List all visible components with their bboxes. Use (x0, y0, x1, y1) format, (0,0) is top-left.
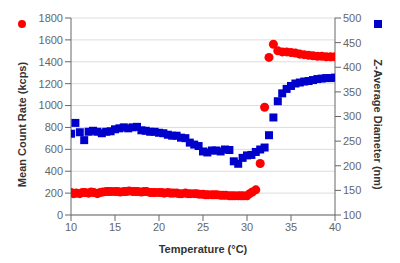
svg-text:35: 35 (285, 221, 297, 233)
svg-text:10: 10 (65, 221, 77, 233)
svg-text:1600: 1600 (39, 34, 63, 46)
svg-text:450: 450 (343, 37, 361, 49)
svg-text:500: 500 (343, 12, 361, 24)
svg-text:1200: 1200 (39, 78, 63, 90)
svg-text:Temperature (°C): Temperature (°C) (159, 243, 248, 255)
svg-text:800: 800 (45, 121, 63, 133)
svg-text:200: 200 (45, 187, 63, 199)
svg-text:0: 0 (57, 209, 63, 221)
svg-text:Z-Average Diameter (nm): Z-Average Diameter (nm) (372, 59, 384, 190)
svg-text:15: 15 (109, 221, 121, 233)
svg-text:400: 400 (343, 61, 361, 73)
svg-text:400: 400 (45, 165, 63, 177)
svg-text:25: 25 (197, 221, 209, 233)
svg-text:300: 300 (343, 110, 361, 122)
svg-text:150: 150 (343, 184, 361, 196)
svg-text:1800: 1800 (39, 12, 63, 24)
svg-text:30: 30 (241, 221, 253, 233)
svg-text:1400: 1400 (39, 56, 63, 68)
svg-text:200: 200 (343, 160, 361, 172)
svg-text:1000: 1000 (39, 99, 63, 111)
svg-text:20: 20 (153, 221, 165, 233)
svg-text:40: 40 (329, 221, 341, 233)
svg-text:600: 600 (45, 143, 63, 155)
svg-text:250: 250 (343, 135, 361, 147)
svg-text:100: 100 (343, 209, 361, 221)
svg-text:350: 350 (343, 86, 361, 98)
svg-text:Mean Count Rate (kcps): Mean Count Rate (kcps) (16, 62, 28, 188)
